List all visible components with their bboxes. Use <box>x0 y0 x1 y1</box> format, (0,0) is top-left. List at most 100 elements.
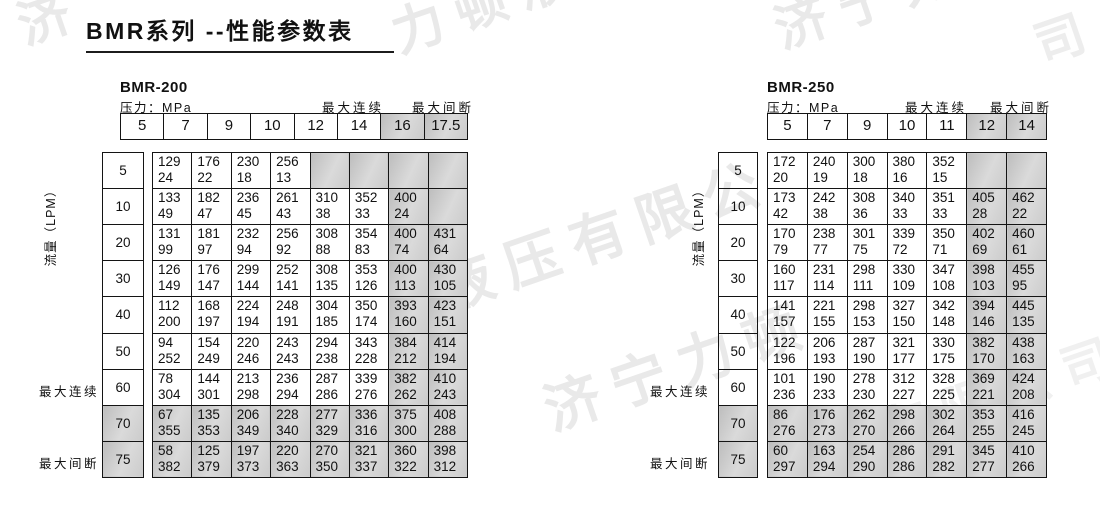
value-bottom: 190 <box>852 350 876 366</box>
value-top: 430 <box>433 262 457 278</box>
value-bottom: 43 <box>276 206 292 222</box>
value-top: 228 <box>276 406 299 422</box>
value-top: 176 <box>197 262 220 278</box>
data-cell: 400 113 <box>388 260 429 298</box>
data-cell: 353 255 <box>966 404 1008 442</box>
value-bottom: 193 <box>812 350 836 366</box>
data-cell: 270 350 <box>309 440 350 479</box>
max-intermittent-label: 最大间断 <box>412 101 475 115</box>
data-cell: 101 236 <box>767 368 808 406</box>
value-bottom: 273 <box>812 422 836 438</box>
flow-cell: 70 <box>102 404 144 442</box>
data-cell: 240 19 <box>806 151 848 190</box>
data-cell: 382 170 <box>966 332 1008 370</box>
value-top: 410 <box>433 370 457 386</box>
data-cell: 347 108 <box>926 260 968 298</box>
data-cell: 176 22 <box>191 151 232 190</box>
data-cell: 410 243 <box>427 368 469 406</box>
value-top: 312 <box>892 370 916 386</box>
data-cell: 360 322 <box>388 440 429 479</box>
value-bottom: 45 <box>236 206 252 222</box>
data-cell: 408 288 <box>427 404 469 442</box>
data-cell: 400 74 <box>388 224 429 262</box>
value-bottom: 194 <box>236 314 260 330</box>
value-top: 342 <box>932 298 955 314</box>
value-top: 455 <box>1012 262 1035 278</box>
value-bottom: 233 <box>812 386 836 402</box>
value-bottom: 350 <box>315 458 339 474</box>
value-top: 353 <box>354 262 378 278</box>
data-cell: 336 316 <box>348 404 390 442</box>
value-bottom: 117 <box>773 278 795 294</box>
data-cell <box>427 151 469 190</box>
value-bottom: 38 <box>315 206 331 222</box>
value-bottom: 64 <box>433 242 449 258</box>
value-top: 402 <box>972 226 995 242</box>
data-cell: 423 151 <box>427 296 469 334</box>
value-bottom: 83 <box>354 242 370 258</box>
value-top: 182 <box>197 190 220 206</box>
value-top: 354 <box>354 226 378 242</box>
value-top: 416 <box>1012 406 1035 422</box>
value-bottom: 24 <box>158 170 174 185</box>
value-top: 384 <box>394 334 417 350</box>
data-cell: 299 144 <box>230 260 272 298</box>
value-bottom: 103 <box>972 278 995 294</box>
flow-cell: 5 <box>718 151 758 190</box>
value-bottom: 316 <box>354 422 378 438</box>
value-bottom: 42 <box>773 206 789 222</box>
value-bottom: 340 <box>276 422 299 438</box>
pressure-header-cell: 11 <box>926 114 966 139</box>
value-top: 291 <box>932 442 955 458</box>
value-bottom: 49 <box>158 206 174 222</box>
value-top: 400 <box>394 226 417 242</box>
value-bottom: 111 <box>852 278 874 294</box>
data-cell: 176 273 <box>806 404 848 442</box>
data-cell: 410 266 <box>1006 440 1047 479</box>
data-cell: 94 252 <box>151 332 193 370</box>
data-cell: 144 301 <box>191 368 232 406</box>
value-bottom: 355 <box>158 422 181 438</box>
flow-cell: 75 <box>718 440 758 479</box>
data-cell: 308 36 <box>846 188 888 226</box>
value-top: 298 <box>852 298 876 314</box>
value-bottom: 99 <box>158 242 174 258</box>
value-top: 141 <box>773 298 796 314</box>
value-top: 360 <box>394 442 417 458</box>
value-bottom: 270 <box>852 422 876 438</box>
pressure-header-cell: 9 <box>846 114 887 139</box>
data-cell: 384 212 <box>388 332 429 370</box>
value-bottom: 20 <box>773 170 789 185</box>
value-bottom: 77 <box>812 242 828 258</box>
value-top: 206 <box>236 406 260 422</box>
data-cell: 352 15 <box>926 151 968 190</box>
pressure-header-cell: 12 <box>293 114 337 139</box>
pressure-header-cell: 5 <box>783 117 792 134</box>
value-bottom: 266 <box>1012 458 1035 474</box>
value-bottom: 22 <box>1012 206 1028 222</box>
data-cell: 308 88 <box>309 224 350 262</box>
value-top: 221 <box>812 298 836 314</box>
value-bottom: 19 <box>812 170 828 185</box>
value-bottom: 175 <box>932 350 955 366</box>
value-top: 238 <box>812 226 836 242</box>
data-cell: 213 298 <box>230 368 272 406</box>
value-top: 170 <box>773 226 796 242</box>
value-bottom: 108 <box>932 278 955 294</box>
data-cell: 206 193 <box>806 332 848 370</box>
flow-column: 5 10 20 30 40 50 60 70 75 <box>102 151 144 479</box>
value-bottom: 36 <box>852 206 868 222</box>
value-top: 135 <box>197 406 220 422</box>
value-bottom: 47 <box>197 206 213 222</box>
value-bottom: 74 <box>394 242 410 258</box>
data-cell: 343 228 <box>348 332 390 370</box>
value-top: 330 <box>932 334 955 350</box>
value-bottom: 135 <box>315 278 339 294</box>
value-bottom: 329 <box>315 422 339 438</box>
value-top: 286 <box>892 442 916 458</box>
value-top: 168 <box>197 298 220 314</box>
value-top: 339 <box>892 226 916 242</box>
value-bottom: 373 <box>236 458 260 474</box>
data-cell: 350 174 <box>348 296 390 334</box>
